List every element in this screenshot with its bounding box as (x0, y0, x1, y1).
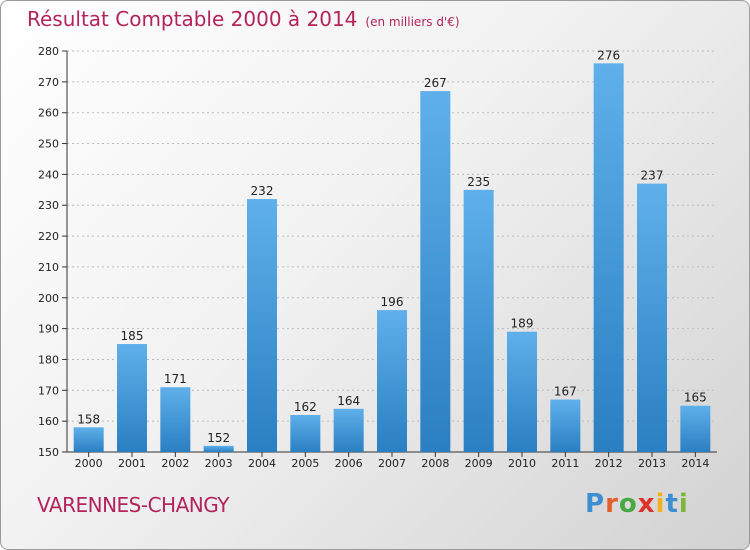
y-tick-label: 260 (38, 107, 59, 120)
y-tick-label: 160 (38, 415, 59, 428)
x-tick-label: 2004 (248, 457, 276, 470)
bar-2002 (160, 387, 191, 452)
value-label: 276 (597, 48, 620, 62)
y-tick-label: 180 (38, 353, 59, 366)
y-tick-label: 200 (38, 292, 59, 305)
value-label: 167 (554, 385, 577, 399)
y-tick-label: 280 (38, 45, 59, 58)
y-tick-label: 150 (38, 446, 59, 459)
bar-2000 (73, 427, 104, 452)
y-tick-label: 170 (38, 384, 59, 397)
y-tick-label: 240 (38, 168, 59, 181)
value-label: 196 (381, 295, 404, 309)
y-tick-label: 210 (38, 261, 59, 274)
y-tick-label: 220 (38, 230, 59, 243)
bar-2008 (420, 91, 451, 452)
bar-2001 (117, 344, 147, 452)
x-tick-label: 2007 (378, 457, 406, 470)
value-label: 152 (207, 431, 230, 445)
bar-2004 (247, 199, 277, 452)
x-tick-label: 2013 (638, 457, 666, 470)
y-tick-label: 270 (38, 76, 59, 89)
x-tick-label: 2005 (291, 457, 319, 470)
logo-letter: i (655, 489, 666, 519)
x-tick-label: 2009 (465, 457, 493, 470)
logo-letter: x (637, 489, 656, 519)
value-label: 237 (641, 169, 664, 183)
bar-2007 (377, 310, 407, 452)
bar-2012 (593, 63, 624, 452)
bar-2013 (637, 183, 667, 452)
value-label: 185 (121, 329, 144, 343)
y-tick-label: 250 (38, 138, 59, 151)
chart-title: Résultat Comptable 2000 à 2014 (en millie… (27, 7, 460, 31)
value-label: 158 (77, 412, 100, 426)
logo-letter: P (585, 489, 606, 519)
title-unit: (en milliers d'€) (365, 15, 460, 29)
x-tick-label: 2002 (161, 457, 189, 470)
x-tick-label: 2010 (508, 457, 536, 470)
proxiti-logo[interactable]: Proxiti (585, 489, 689, 519)
logo-letter: r (605, 489, 619, 519)
value-label: 171 (164, 372, 187, 386)
title-text: Résultat Comptable 2000 à 2014 (27, 7, 358, 31)
value-label: 235 (467, 175, 490, 189)
value-label: 267 (424, 76, 447, 90)
bar-2005 (290, 414, 321, 452)
bar-2010 (507, 331, 537, 452)
y-tick-label: 190 (38, 323, 59, 336)
y-axis: 150 160 170 180 190 200 210 220 230 240 250 260 270 2… (38, 45, 717, 459)
value-label: 165 (684, 391, 707, 405)
value-label: 162 (294, 400, 317, 414)
value-label: 164 (337, 394, 360, 408)
bar-2006 (333, 408, 364, 452)
value-label: 189 (511, 317, 534, 331)
x-tick-label: 2003 (205, 457, 233, 470)
bar-2011 (550, 399, 581, 452)
bars: 158 185 171 152 232 162 164 196 267 235 189 167 276 2… (73, 48, 711, 453)
y-tick-label: 230 (38, 199, 59, 212)
bar-2014 (680, 405, 711, 452)
x-tick-label: 2014 (681, 457, 709, 470)
x-tick-label: 2001 (118, 457, 146, 470)
value-label: 232 (251, 184, 274, 198)
commune-name: VARENNES-CHANGY (37, 493, 229, 517)
bar-2009 (463, 189, 494, 453)
logo-letter: o (618, 489, 638, 519)
x-tick-label: 2011 (551, 457, 579, 470)
x-axis: 2000 2001 2002 2003 2004 2005 2006 2007 2008 2009… (75, 452, 709, 470)
bar-2003 (203, 445, 234, 452)
logo-letter: i (678, 489, 689, 519)
x-tick-label: 2012 (595, 457, 623, 470)
x-tick-label: 2006 (335, 457, 363, 470)
x-tick-label: 2000 (75, 457, 103, 470)
x-tick-label: 2008 (421, 457, 449, 470)
logo-letter: t (665, 489, 679, 519)
